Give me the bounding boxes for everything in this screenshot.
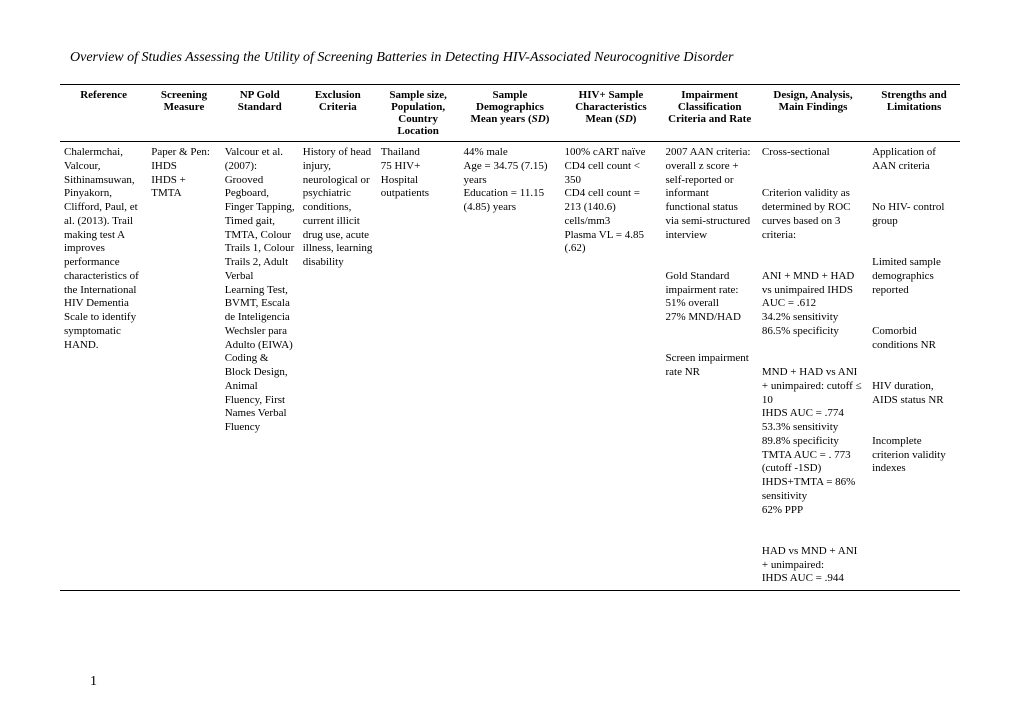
col-screening: Screening Measure xyxy=(147,85,220,142)
page-number: 1 xyxy=(90,674,97,690)
cell-hiv-sample: 100% cART naïveCD4 cell count < 350CD4 c… xyxy=(560,142,661,591)
col-hiv-sample: HIV+ Sample Characteristics Mean (SD) xyxy=(560,85,661,142)
col-design: Design, Analysis, Main Findings xyxy=(758,85,868,142)
cell-np-gold: Valcour et al. (2007): Grooved Pegboard,… xyxy=(221,142,299,591)
cell-design: Cross-sectionalCriterion validity as det… xyxy=(758,142,868,591)
col-reference: Reference xyxy=(60,85,147,142)
table-header-row: Reference Screening Measure NP Gold Stan… xyxy=(60,85,960,142)
table-row: Chalermchai, Valcour, Sithinamsuwan, Pin… xyxy=(60,142,960,591)
studies-table: Reference Screening Measure NP Gold Stan… xyxy=(60,84,960,591)
cell-screening: Paper & Pen:IHDSIHDS + TMTA xyxy=(147,142,220,591)
cell-demographics: 44% maleAge = 34.75 (7.15) yearsEducatio… xyxy=(459,142,560,591)
col-np-gold: NP Gold Standard xyxy=(221,85,299,142)
cell-exclusion: History of head injury, neurological or … xyxy=(299,142,377,591)
col-strengths: Strengths and Limitations xyxy=(868,85,960,142)
page-title: Overview of Studies Assessing the Utilit… xyxy=(60,50,960,66)
cell-impairment: 2007 AAN criteria:overall z score + self… xyxy=(661,142,757,591)
cell-reference: Chalermchai, Valcour, Sithinamsuwan, Pin… xyxy=(60,142,147,591)
cell-strengths: Application of AAN criteriaNo HIV- contr… xyxy=(868,142,960,591)
cell-sample-size: Thailand75 HIV+Hospital outpatients xyxy=(377,142,460,591)
col-impairment: Impairment Classification Criteria and R… xyxy=(661,85,757,142)
col-demographics: Sample Demographics Mean years (SD) xyxy=(459,85,560,142)
col-exclusion: Exclusion Criteria xyxy=(299,85,377,142)
col-sample-size: Sample size, Population, Country Locatio… xyxy=(377,85,460,142)
